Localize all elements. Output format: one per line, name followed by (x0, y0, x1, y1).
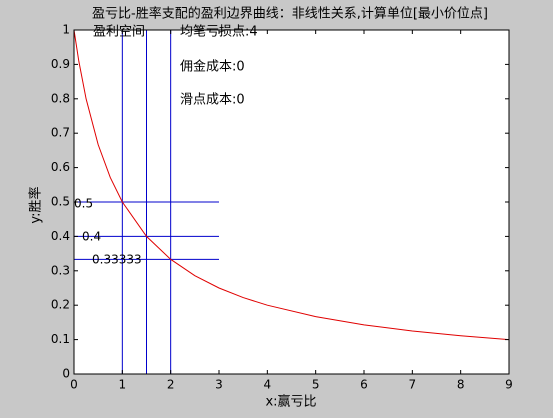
x-tick-label: 7 (409, 378, 417, 392)
y-tick-label: 0.4 (51, 229, 70, 243)
annotation: 盈利空间 (93, 25, 145, 40)
y-tick-label: 0.3 (51, 263, 70, 277)
annotation: 均笔亏损点:4 (180, 24, 258, 40)
y-axis-label: y:胜率 (28, 186, 44, 223)
x-tick-label: 9 (505, 378, 513, 392)
x-axis-label: x:赢亏比 (265, 394, 316, 410)
annotation: 佣金成本:0 (180, 59, 245, 75)
x-tick-label: 8 (457, 378, 465, 392)
y-tick-label: 0 (62, 367, 70, 381)
y-tick-label: 0.5 (51, 195, 70, 209)
x-tick-label: 2 (167, 378, 175, 392)
y-tick-label: 0.9 (51, 57, 70, 71)
annotation: 滑点成本:0 (180, 93, 245, 108)
y-tick-label: 0.6 (51, 160, 70, 174)
y-tick-label: 1 (62, 23, 70, 37)
y-tick-label: 0.7 (51, 126, 70, 140)
x-tick-label: 5 (312, 378, 320, 392)
x-tick-label: 6 (360, 378, 368, 392)
x-tick-label: 4 (264, 378, 272, 392)
h-ref-label: 0.5 (74, 197, 93, 211)
x-tick-label: 3 (215, 378, 223, 392)
y-tick-label: 0.8 (51, 91, 70, 105)
h-ref-label: 0.4 (82, 230, 101, 244)
h-ref-label: 0.33333 (92, 253, 142, 267)
x-tick-label: 0 (70, 378, 78, 392)
curve (73, 29, 510, 341)
y-tick-label: 0.1 (51, 332, 70, 346)
x-tick-label: 1 (119, 378, 127, 392)
chart-title: 盈亏比-胜率支配的盈利边界曲线：非线性关系,计算单位[最小价位点] (92, 6, 488, 22)
y-tick-label: 0.2 (51, 298, 70, 312)
